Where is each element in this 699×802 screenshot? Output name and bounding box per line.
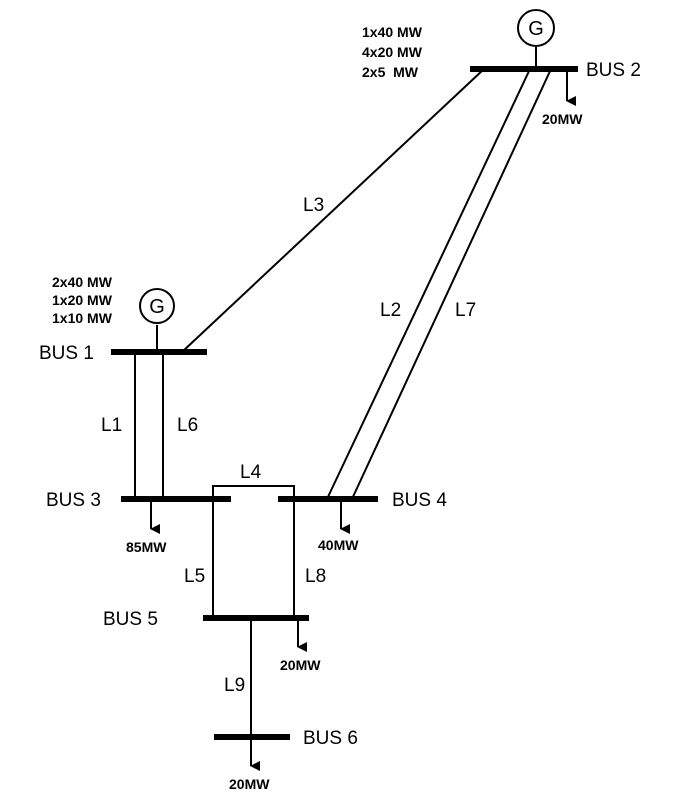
bus-1-label: BUS 1 bbox=[39, 343, 94, 364]
generator-2-symbol: G bbox=[528, 18, 544, 40]
line-l2 bbox=[326, 68, 531, 500]
generator-2-circle bbox=[517, 9, 555, 47]
bus-3-label: BUS 3 bbox=[46, 490, 101, 511]
line-label-l9: L9 bbox=[224, 675, 245, 696]
generator-bus-2: G bbox=[517, 9, 555, 69]
line-label-l4: L4 bbox=[240, 462, 262, 483]
line-label-l2: L2 bbox=[380, 300, 401, 321]
line-label-l7: L7 bbox=[455, 300, 476, 321]
bus-5-label: BUS 5 bbox=[103, 609, 158, 630]
gen-2-unit-2: 4x20 MW bbox=[362, 44, 423, 60]
load-label-bus-4: 40MW bbox=[318, 537, 359, 553]
line-l7 bbox=[351, 68, 552, 500]
line-label-l3: L3 bbox=[303, 195, 324, 216]
bus-6-label: BUS 6 bbox=[303, 728, 358, 749]
load-label-bus-5: 20MW bbox=[280, 657, 321, 673]
generator-1-circle bbox=[139, 288, 175, 324]
bus-4-label: BUS 4 bbox=[392, 490, 447, 511]
line-l4 bbox=[212, 485, 295, 499]
load-label-bus-2: 20MW bbox=[542, 111, 583, 127]
line-label-l8: L8 bbox=[305, 566, 326, 587]
line-label-l1: L1 bbox=[101, 415, 122, 436]
gen-1-unit-2: 1x20 MW bbox=[52, 292, 113, 308]
gen-2-unit-1: 1x40 MW bbox=[362, 24, 423, 40]
line-label-l6: L6 bbox=[177, 415, 198, 436]
gen-1-unit-1: 2x40 MW bbox=[52, 274, 113, 290]
line-label-l5: L5 bbox=[184, 566, 205, 587]
bus-2-label: BUS 2 bbox=[586, 60, 641, 81]
load-label-bus-3: 85MW bbox=[126, 539, 167, 555]
load-label-bus-6: 20MW bbox=[229, 776, 270, 792]
line-l3 bbox=[181, 68, 485, 353]
gen-1-unit-3: 1x10 MW bbox=[52, 310, 113, 326]
gen-2-unit-3: 2x5 MW bbox=[362, 64, 419, 80]
generator-1-symbol: G bbox=[149, 296, 165, 318]
generator-bus-1: G bbox=[139, 288, 175, 352]
